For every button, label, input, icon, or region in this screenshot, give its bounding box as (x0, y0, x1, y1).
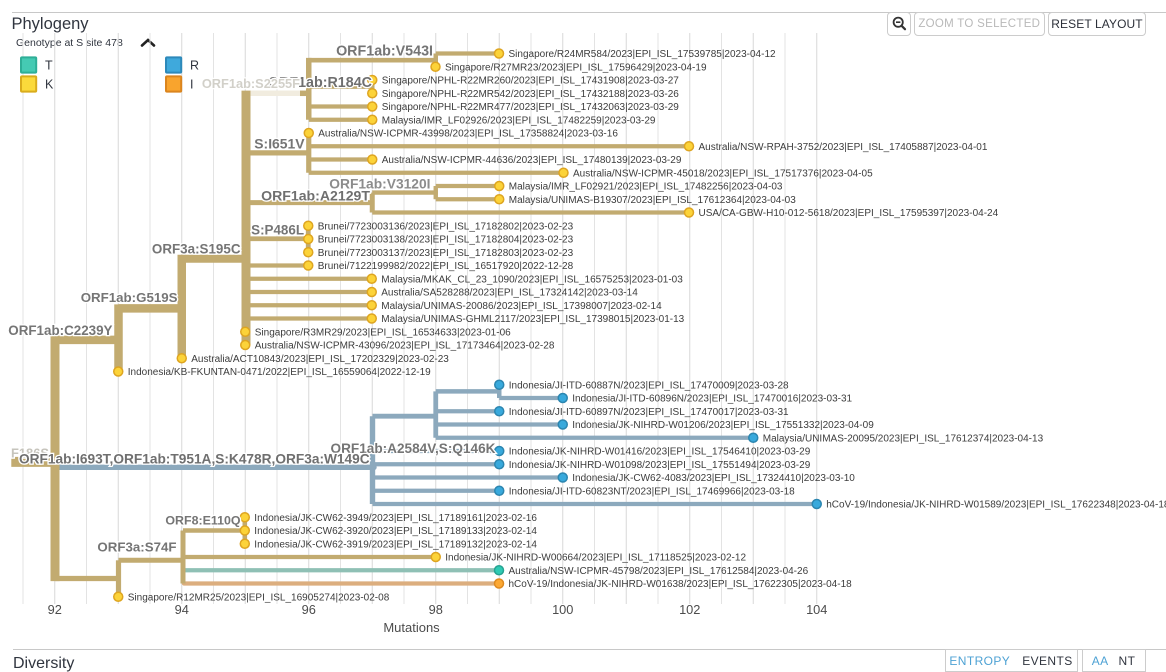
svg-text:Indonesia/KB-FKUNTAN-0471/2022: Indonesia/KB-FKUNTAN-0471/2022|EPI_ISL_1… (128, 367, 431, 378)
svg-text:Indonesia/JK-NIHRD-W01206/2023: Indonesia/JK-NIHRD-W01206/2023|EPI_ISL_1… (572, 420, 874, 431)
svg-text:S:P486L: S:P486L (251, 223, 304, 238)
svg-text:Singapore/R27MR23/2023|EPI_ISL: Singapore/R27MR23/2023|EPI_ISL_17596429|… (445, 62, 707, 73)
svg-text:Indonesia/JK-CW62-4083/2023|EP: Indonesia/JK-CW62-4083/2023|EPI_ISL_1732… (572, 473, 855, 484)
svg-text:98: 98 (429, 602, 443, 617)
svg-text:ORF1ab:V543I: ORF1ab:V543I (336, 44, 433, 60)
svg-text:Malaysia/UNIMAS-B19307/2023|EP: Malaysia/UNIMAS-B19307/2023|EPI_ISL_1761… (509, 195, 796, 206)
svg-text:Australia/NSW-ICPMR-44636/2023: Australia/NSW-ICPMR-44636/2023|EPI_ISL_1… (382, 155, 682, 166)
svg-text:Indonesia/JK-NIHRD-W01098/2023: Indonesia/JK-NIHRD-W01098/2023|EPI_ISL_1… (509, 460, 811, 471)
svg-text:ORF1ab:A2584V,S:Q146K: ORF1ab:A2584V,S:Q146K (331, 441, 496, 456)
svg-text:ORF1ab:I693T,ORF1ab:T951A,S:K4: ORF1ab:I693T,ORF1ab:T951A,S:K478R,ORF3a:… (19, 452, 370, 467)
svg-text:Australia/ACT10843/2023|EPI_IS: Australia/ACT10843/2023|EPI_ISL_17202329… (191, 354, 449, 365)
svg-text:Malaysia/IMR_LF02921/2023|EPI_: Malaysia/IMR_LF02921/2023|EPI_ISL_174822… (509, 182, 783, 193)
svg-text:Brunei/7122199982/2022|EPI_ISL: Brunei/7122199982/2022|EPI_ISL_16517920|… (318, 261, 574, 272)
svg-text:Australia/SA528288/2023|EPI_IS: Australia/SA528288/2023|EPI_ISL_17324142… (381, 288, 638, 299)
svg-text:ORF1ab:C2239Y: ORF1ab:C2239Y (8, 323, 112, 338)
svg-text:Mutations: Mutations (383, 620, 440, 635)
svg-text:K: K (45, 78, 54, 92)
svg-text:Singapore/R24MR584/2023|EPI_IS: Singapore/R24MR584/2023|EPI_ISL_17539785… (509, 49, 777, 60)
svg-text:Singapore/NPHL-R22MR260/2023|E: Singapore/NPHL-R22MR260/2023|EPI_ISL_174… (382, 76, 680, 87)
svg-text:94: 94 (175, 602, 189, 617)
svg-text:Singapore/NPHL-R22MR477/2023|E: Singapore/NPHL-R22MR477/2023|EPI_ISL_174… (382, 102, 680, 113)
svg-text:Australia/NSW-ICPMR-45018/2023: Australia/NSW-ICPMR-45018/2023|EPI_ISL_1… (573, 168, 873, 179)
svg-text:Australia/NSW-ICPMR-43998/2023: Australia/NSW-ICPMR-43998/2023|EPI_ISL_1… (318, 129, 618, 140)
svg-text:Australia/NSW-RPAH-3752/2023|E: Australia/NSW-RPAH-3752/2023|EPI_ISL_174… (699, 142, 988, 153)
svg-text:R: R (190, 59, 199, 73)
svg-text:Australia/NSW-ICPMR-45798/2023: Australia/NSW-ICPMR-45798/2023|EPI_ISL_1… (509, 566, 809, 577)
svg-text:Brunei/7723003138/2023|EPI_ISL: Brunei/7723003138/2023|EPI_ISL_17182804|… (318, 235, 574, 246)
svg-text:Indonesia/JK-CW62-3949/2023|EP: Indonesia/JK-CW62-3949/2023|EPI_ISL_1718… (254, 513, 537, 524)
svg-text:96: 96 (302, 602, 316, 617)
svg-text:hCoV-19/Indonesia/JK-NIHRD-W01: hCoV-19/Indonesia/JK-NIHRD-W01638/2023|E… (509, 579, 853, 590)
svg-text:Malaysia/IMR_LF02926/2023|EPI_: Malaysia/IMR_LF02926/2023|EPI_ISL_174822… (382, 115, 656, 126)
svg-text:ORF1ab:R184C: ORF1ab:R184C (268, 75, 372, 91)
svg-text:100: 100 (552, 602, 573, 617)
svg-text:I: I (190, 78, 193, 92)
svg-text:ORF3a:S74F: ORF3a:S74F (97, 540, 176, 555)
svg-text:S:I651V: S:I651V (254, 136, 305, 152)
svg-text:Indonesia/JK-CW62-3919/2023|EP: Indonesia/JK-CW62-3919/2023|EPI_ISL_1718… (254, 539, 537, 550)
svg-text:Indonesia/JI-ITD-60897N/2023|E: Indonesia/JI-ITD-60897N/2023|EPI_ISL_174… (509, 407, 789, 418)
svg-text:ORF1ab:A2129T: ORF1ab:A2129T (261, 188, 370, 204)
svg-text:Indonesia/JK-NIHRD-W00664/2023: Indonesia/JK-NIHRD-W00664/2023|EPI_ISL_1… (445, 553, 746, 564)
svg-text:ORF8:E110Q: ORF8:E110Q (165, 514, 240, 528)
svg-text:Singapore/R12MR25/2023|EPI_ISL: Singapore/R12MR25/2023|EPI_ISL_16905274|… (128, 592, 390, 603)
svg-text:102: 102 (679, 602, 700, 617)
svg-text:Malaysia/UNIMAS-20095/2023|EPI: Malaysia/UNIMAS-20095/2023|EPI_ISL_17612… (763, 433, 1044, 444)
svg-text:Brunei/7723003136/2023|EPI_ISL: Brunei/7723003136/2023|EPI_ISL_17182802|… (318, 221, 574, 232)
svg-text:Singapore/R3MR29/2023|EPI_ISL_: Singapore/R3MR29/2023|EPI_ISL_16534633|2… (255, 327, 511, 338)
svg-text:ORF3a:S195C: ORF3a:S195C (152, 242, 241, 257)
svg-text:Indonesia/JK-NIHRD-W01416/2023: Indonesia/JK-NIHRD-W01416/2023|EPI_ISL_1… (509, 447, 811, 458)
svg-text:ORF1ab:V3120I: ORF1ab:V3120I (329, 177, 430, 192)
svg-text:Australia/NSW-ICPMR-43096/2023: Australia/NSW-ICPMR-43096/2023|EPI_ISL_1… (255, 341, 555, 352)
svg-text:Indonesia/JI-ITD-60896N/2023|E: Indonesia/JI-ITD-60896N/2023|EPI_ISL_174… (572, 394, 852, 405)
svg-text:Malaysia/UNIMAS-20086/2023|EPI: Malaysia/UNIMAS-20086/2023|EPI_ISL_17398… (381, 301, 662, 312)
svg-text:F186S: F186S (11, 446, 49, 461)
svg-text:Indonesia/JK-CW62-3920/2023|EP: Indonesia/JK-CW62-3920/2023|EPI_ISL_1718… (254, 526, 537, 537)
svg-text:ORF1ab:G519S: ORF1ab:G519S (81, 290, 178, 305)
svg-text:ORF1ab:S2255F: ORF1ab:S2255F (202, 76, 300, 91)
svg-text:104: 104 (806, 602, 827, 617)
svg-text:Malaysia/MKAK_CL_23_1090/2023|: Malaysia/MKAK_CL_23_1090/2023|EPI_ISL_16… (381, 274, 683, 285)
svg-text:T: T (45, 59, 53, 73)
svg-text:Singapore/NPHL-R22MR542/2023|E: Singapore/NPHL-R22MR542/2023|EPI_ISL_174… (382, 89, 680, 100)
svg-text:Indonesia/JI-ITD-60823NT/2023|: Indonesia/JI-ITD-60823NT/2023|EPI_ISL_17… (509, 486, 795, 497)
svg-text:92: 92 (48, 602, 62, 617)
svg-text:Indonesia/JI-ITD-60887N/2023|E: Indonesia/JI-ITD-60887N/2023|EPI_ISL_174… (509, 380, 789, 391)
svg-text:USA/CA-GBW-H10-012-5618/2023|E: USA/CA-GBW-H10-012-5618/2023|EPI_ISL_175… (699, 208, 999, 219)
svg-text:hCoV-19/Indonesia/JK-NIHRD-W01: hCoV-19/Indonesia/JK-NIHRD-W01589/2023|E… (826, 500, 1166, 511)
svg-text:Brunei/7723003137/2023|EPI_ISL: Brunei/7723003137/2023|EPI_ISL_17182803|… (318, 248, 574, 259)
svg-text:Malaysia/UNIMAS-GHML2117/2023|: Malaysia/UNIMAS-GHML2117/2023|EPI_ISL_17… (381, 314, 684, 325)
